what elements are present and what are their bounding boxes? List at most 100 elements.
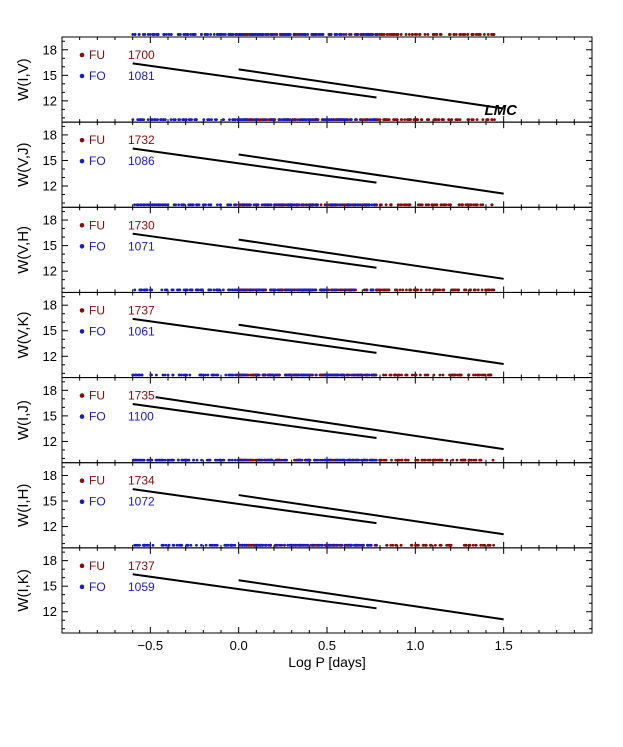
fu-point	[466, 33, 470, 36]
fo-point	[165, 33, 168, 36]
fu-point	[458, 33, 462, 36]
fo-point	[270, 458, 274, 462]
fu-point	[478, 458, 482, 462]
fo-point	[366, 203, 370, 207]
fo-point	[207, 118, 210, 121]
fu-point	[419, 288, 423, 292]
fu-point	[398, 288, 402, 292]
fo-point	[371, 118, 375, 121]
fu-point	[440, 458, 444, 462]
fo-point	[207, 203, 211, 207]
fu-point	[431, 33, 435, 36]
fo-point	[150, 118, 154, 121]
fo-point	[374, 458, 378, 462]
fu-point	[385, 543, 388, 547]
fo-point	[333, 203, 337, 207]
fo-point	[331, 203, 334, 207]
y-tick-label: 12	[43, 519, 57, 534]
fu-point	[479, 203, 483, 207]
fu-point	[400, 458, 404, 462]
fo-point	[318, 33, 322, 36]
fu-point	[457, 373, 461, 377]
fu-point	[246, 373, 250, 377]
fo-point	[259, 33, 262, 36]
fo-point	[354, 458, 358, 462]
fo-point	[206, 373, 210, 377]
fo-point	[219, 203, 222, 207]
fu-point	[431, 458, 435, 462]
fu-point	[441, 118, 444, 121]
y-tick-label: 15	[43, 494, 57, 509]
fo-point	[374, 543, 378, 547]
fo-point	[255, 33, 259, 36]
fo-point	[304, 458, 308, 462]
fo-point	[304, 543, 308, 547]
fo-point	[304, 33, 307, 36]
fu-point	[404, 458, 408, 462]
fo-point	[177, 543, 181, 547]
fo-point	[358, 118, 362, 121]
fu-point	[489, 373, 493, 377]
fo-point	[143, 33, 147, 36]
fu-point	[481, 543, 485, 547]
fo-point	[257, 288, 261, 292]
fo-point	[267, 373, 271, 377]
fo-point	[138, 458, 142, 462]
fu-point	[344, 33, 348, 36]
fo-point	[262, 118, 266, 121]
fo-point	[335, 288, 339, 292]
fu-point	[453, 288, 457, 292]
fu-point	[369, 33, 372, 36]
fu-point	[390, 458, 393, 462]
fo-point	[210, 118, 213, 121]
fo-point	[296, 118, 299, 121]
fo-point	[208, 543, 212, 547]
fu-point	[416, 543, 420, 547]
fo-point	[280, 33, 284, 36]
fo-point	[308, 373, 312, 377]
panel-1: 12 15 18 W(I,V) FU 1700 FO 1081 LMC	[15, 33, 593, 123]
fu-point	[389, 543, 393, 547]
fu-point	[441, 373, 445, 377]
fo-point	[186, 543, 190, 547]
y-axis-label: W(V,K)	[15, 312, 32, 359]
fo-point	[153, 203, 157, 207]
fu-point	[463, 458, 467, 462]
fu-point	[409, 543, 413, 547]
fo-point	[359, 203, 363, 207]
fu-point	[395, 118, 399, 121]
fo-point	[142, 203, 146, 207]
fu-point	[428, 288, 431, 292]
fo-point	[195, 458, 199, 462]
legend-count: 1737	[128, 559, 155, 573]
fu-point	[395, 288, 399, 292]
fo-point	[233, 458, 237, 462]
legend-series-name: FO	[89, 580, 106, 594]
fo-point	[366, 543, 370, 547]
fo-point	[325, 203, 329, 207]
fu-point	[382, 458, 386, 462]
fo-point	[151, 543, 155, 547]
fo-point	[365, 288, 369, 292]
fo-point	[276, 543, 279, 547]
fo-point	[346, 543, 350, 547]
fu-point	[399, 33, 403, 36]
fo-point	[231, 33, 234, 36]
legend-count: 1059	[128, 580, 155, 594]
legend-marker	[79, 563, 85, 569]
fu-point	[420, 458, 424, 462]
fo-point	[329, 543, 333, 547]
fo-point	[163, 288, 167, 292]
fu-point	[267, 118, 271, 121]
fo-point	[131, 118, 135, 121]
legend-series-name: FU	[89, 133, 105, 147]
fo-point	[140, 288, 144, 292]
legend-series-name: FO	[89, 239, 106, 253]
fo-point	[261, 33, 265, 36]
fu-point	[423, 33, 427, 36]
fu-point	[427, 118, 431, 121]
fo-point	[212, 288, 216, 292]
fo-point	[262, 373, 266, 377]
fo-point	[153, 33, 157, 36]
x-axis-label: Log P [days]	[288, 654, 366, 670]
